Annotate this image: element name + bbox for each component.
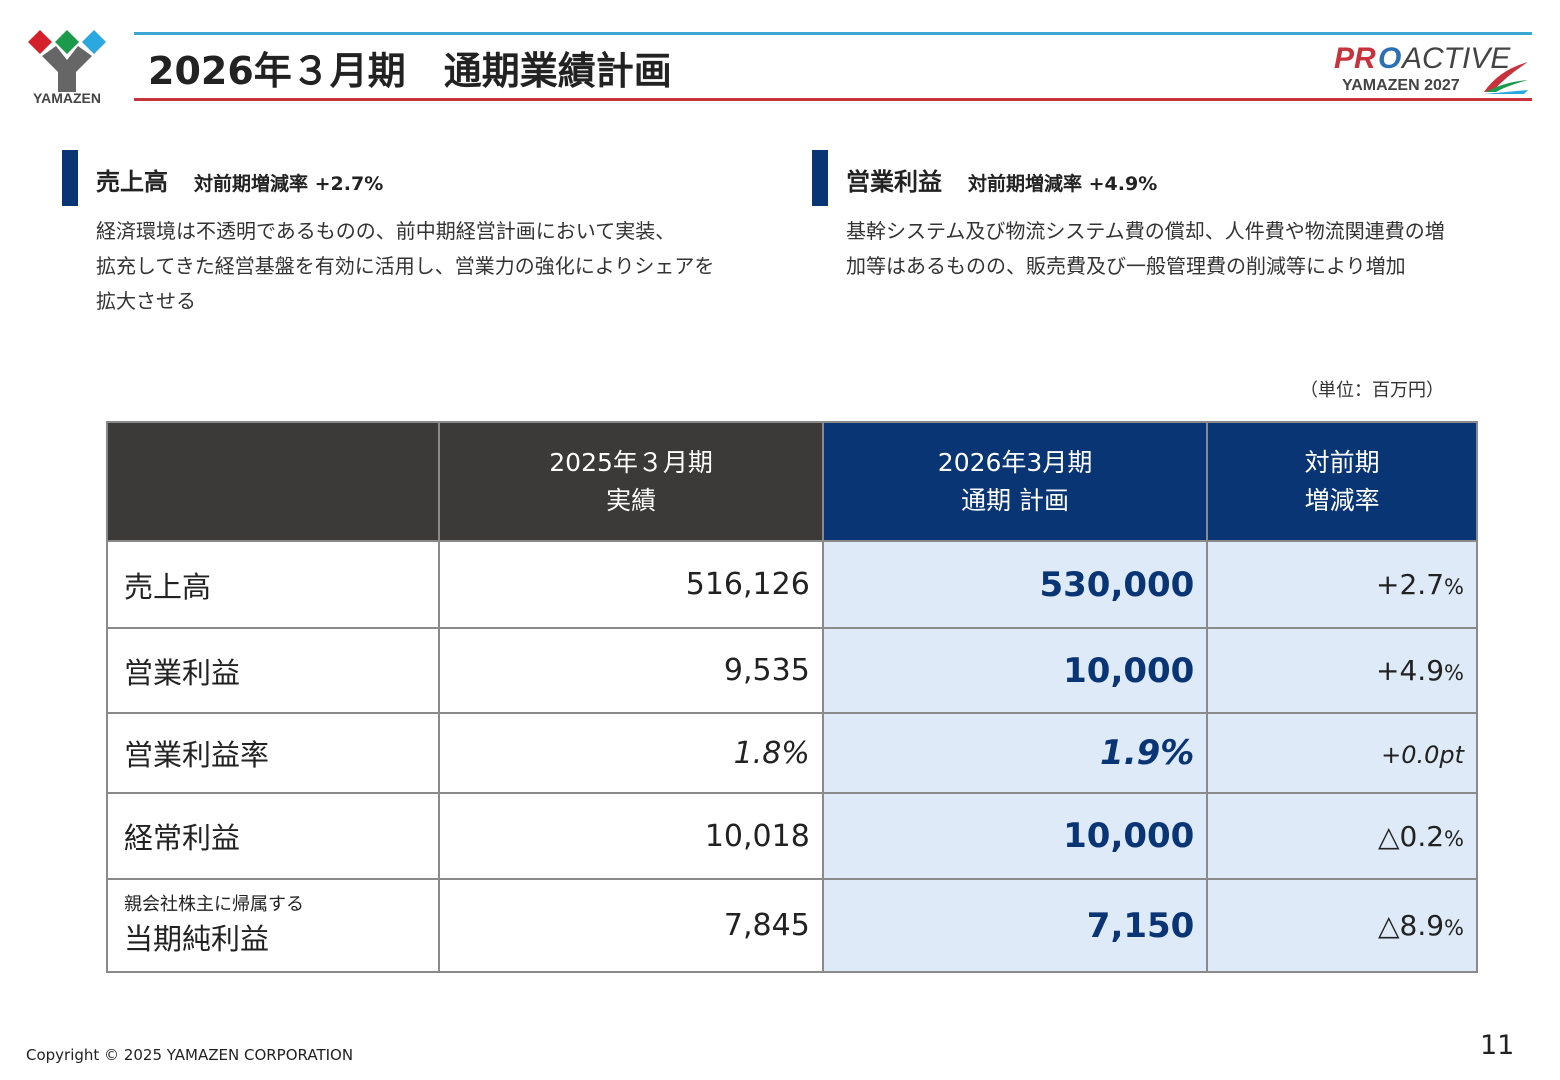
change-value: +4.9% (1206, 627, 1478, 714)
header-change: 対前期 増減率 (1206, 421, 1478, 542)
prev-number: 516,126 (685, 567, 810, 602)
forecast-table: 2025年３月期 実績 2026年3月期 通期 計画 対前期 増減率 売上高 516,1… (105, 421, 1478, 973)
unit-label: （単位：百万円） (1300, 380, 1444, 401)
row-label: 経常利益 (105, 792, 441, 880)
page-title: 2026年３月期 通期業績計画 (148, 49, 672, 93)
plan-number: 1.9% (1100, 733, 1195, 773)
svg-text:PR: PR (1334, 42, 1376, 75)
table-row: 営業利益 9,535 10,000 +4.9% (105, 627, 1478, 714)
prev-value: 7,845 (438, 878, 824, 973)
plan-value: 530,000 (821, 540, 1209, 629)
change-value: △0.2% (1206, 792, 1478, 880)
row-label: 営業利益率 (105, 712, 441, 794)
section-subheading: 対前期増減率 +4.9% (968, 173, 1158, 195)
header-bottom-rule (134, 98, 1532, 101)
row-label: 売上高 (105, 540, 441, 629)
plan-value: 7,150 (821, 878, 1209, 973)
svg-text:ACTIVE: ACTIVE (1400, 42, 1511, 75)
prev-value: 1.8% (438, 712, 824, 794)
section-description: 経済環境は不透明であるものの、前中期経営計画において実装、 拡充してきた経営基盤… (96, 219, 715, 313)
prev-number: 7,845 (723, 908, 810, 943)
change-value: △8.9% (1206, 878, 1478, 973)
plan-number: 530,000 (1039, 564, 1195, 605)
section-subheading: 対前期増減率 +2.7% (194, 173, 384, 195)
table-row: 経常利益 10,018 10,000 △0.2% (105, 792, 1478, 880)
page-number: 11 (1480, 1030, 1515, 1061)
prev-value: 10,018 (438, 792, 824, 880)
change-value: +2.7% (1206, 540, 1478, 629)
header-top-rule (134, 32, 1532, 35)
plan-value: 10,000 (821, 792, 1209, 880)
prev-number: 10,018 (704, 818, 810, 854)
header-blank (105, 421, 441, 542)
section-heading: 営業利益 (846, 168, 942, 196)
logo-text: YAMAZEN (33, 90, 101, 106)
prev-number: 1.8% (733, 735, 810, 771)
section-marker (62, 150, 78, 206)
proactive-logo: PR O ACTIVE YAMAZEN 2027 (1334, 42, 1528, 94)
table-row: 売上高 516,126 530,000 +2.7% (105, 540, 1478, 629)
header-plan: 2026年3月期 通期 計画 (821, 421, 1209, 542)
prev-number: 9,535 (723, 653, 810, 688)
section-heading: 売上高 (96, 168, 168, 196)
table-row: 営業利益率 1.8% 1.9% +0.0pt (105, 712, 1478, 794)
row-label: 営業利益 (105, 627, 441, 714)
plan-value: 10,000 (821, 627, 1209, 714)
row-label: 親会社株主に帰属する 当期純利益 (105, 878, 441, 973)
svg-text:YAMAZEN 2027: YAMAZEN 2027 (1342, 77, 1460, 94)
svg-text:O: O (1378, 42, 1401, 75)
plan-number: 10,000 (1063, 816, 1195, 856)
yamazen-logo (28, 30, 106, 92)
change-value: +0.0pt (1206, 712, 1478, 794)
prev-value: 516,126 (438, 540, 824, 629)
copyright: Copyright © 2025 YAMAZEN CORPORATION (26, 1046, 354, 1064)
header-prev-year: 2025年３月期 実績 (438, 421, 824, 542)
plan-number: 10,000 (1063, 650, 1195, 691)
prev-value: 9,535 (438, 627, 824, 714)
section-description: 基幹システム及び物流システム費の償却、人件費や物流関連費の増 加等はあるものの、… (846, 219, 1445, 278)
table-row: 親会社株主に帰属する 当期純利益 7,845 7,150 △8.9% (105, 878, 1478, 973)
plan-number: 7,150 (1086, 905, 1195, 946)
section-marker (812, 150, 828, 206)
plan-value: 1.9% (821, 712, 1209, 794)
